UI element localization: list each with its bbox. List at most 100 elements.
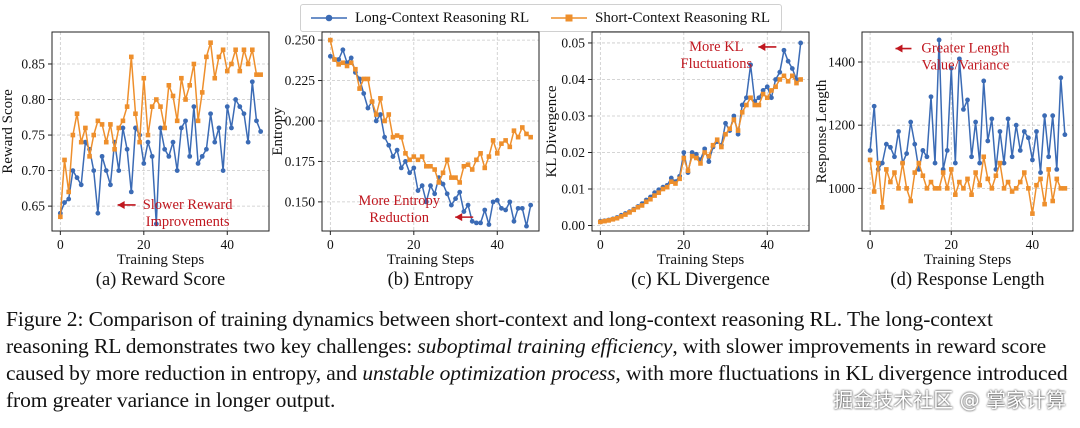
kl-point-short [664,184,670,190]
kl-point-long [756,95,762,101]
reward-point-long [216,125,222,131]
length-xtick-label: 40 [1026,237,1040,252]
entropy-point-long [457,189,463,195]
length-point-short [1026,186,1031,191]
reward-point-long [233,97,239,102]
reward-annotation-line1: Slower Reward [143,197,234,213]
entropy-point-short [507,144,513,150]
caption-prefix: Figure 2: Comparison of training dynamic… [6,307,993,358]
reward-point-short [237,68,243,74]
reward-axes-frame [51,31,270,232]
kl-point-long [781,47,787,53]
reward-point-short [174,118,180,124]
length-point-short [896,186,901,191]
kl-point-long [764,84,770,90]
entropy-point-short [332,57,337,62]
reward-point-short [124,104,130,109]
reward-point-long [91,168,97,173]
entropy-point-short [482,165,488,171]
reward-point-short [120,118,126,124]
legend-item-long: Long-Context Reasoning RL [311,5,529,31]
kl-point-short [639,203,645,208]
length-point-long [952,160,958,166]
entropy-point-short [382,118,387,124]
entropy-point-long [440,181,446,187]
reward-ytick-label: 0.80 [21,92,45,107]
reward-point-short [133,111,138,117]
reward-point-long [66,196,72,202]
length-point-short [1001,186,1007,191]
length-point-long [928,94,934,100]
reward-point-short [166,83,172,88]
reward-point-short [245,61,251,67]
length-point-short [1022,170,1027,175]
entropy-point-long [348,55,354,61]
length-annotation-arrow-head [895,44,903,53]
reward-point-short [216,54,222,60]
length-point-short [1030,211,1035,216]
entropy-point-short [465,162,471,167]
entropy-point-short [449,175,454,180]
kl-point-long [789,66,795,71]
kl-point-long [760,88,766,93]
entropy-point-short [378,96,383,101]
entropy-point-short [415,157,421,163]
kl-point-short [790,73,795,79]
kl-point-short [631,207,637,213]
length-point-short [928,179,934,185]
reward-point-short [212,75,218,81]
kl-caption: (c) KL Divergence [631,270,770,290]
entropy-point-long [515,205,521,211]
reward-point-short [187,83,193,88]
length-point-long [956,56,962,62]
entropy-point-short [528,134,533,140]
kl-point-short [731,117,737,122]
kl-point-long [706,159,712,165]
kl-point-long [702,146,708,152]
reward-point-long [153,221,159,227]
reward-xlabel: Training Steps [117,252,205,268]
entropy-point-long [428,183,433,189]
entropy-point-long [390,154,396,159]
length-point-short [977,182,982,188]
length-point-short [904,186,909,191]
entropy-point-short [386,112,392,117]
length-point-long [985,138,991,144]
reward-point-long [158,125,163,131]
reward-ytick-label: 0.70 [21,163,45,178]
reward-point-long [199,153,205,159]
entropy-point-long [361,91,367,96]
reward-ytick-label: 0.65 [21,199,45,214]
length-ytick-label: 1000 [828,181,855,196]
length-point-long [1042,113,1047,119]
entropy-point-long [340,47,346,53]
entropy-point-long [386,142,392,148]
kl-xtick-label: 40 [761,237,775,252]
entropy-point-short [457,180,463,185]
length-point-long [936,37,942,43]
reward-point-short [224,68,230,74]
reward-point-long [212,139,218,145]
entropy-point-long [448,202,454,208]
length-point-short [965,176,970,182]
reward-point-short [95,118,101,124]
kl-point-long [735,131,741,137]
reward-point-long [78,182,84,188]
kl-point-long [668,175,674,181]
length-ylabel: Response Length [814,79,830,183]
reward-point-long [74,175,80,181]
reward-point-short [62,157,67,163]
kl-point-long [785,58,791,64]
entropy-point-short [490,138,496,143]
entropy-point-long [394,147,400,153]
kl-point-short [769,88,774,93]
kl-point-short [643,199,649,205]
kl-point-short [781,73,787,79]
entropy-point-short [440,170,446,176]
reward-point-long [183,118,188,124]
length-point-short [1050,198,1056,204]
entropy-point-long [503,207,509,213]
entropy-point-short [520,125,525,130]
entropy-point-short [394,133,400,138]
length-xtick-label: 20 [945,237,959,252]
